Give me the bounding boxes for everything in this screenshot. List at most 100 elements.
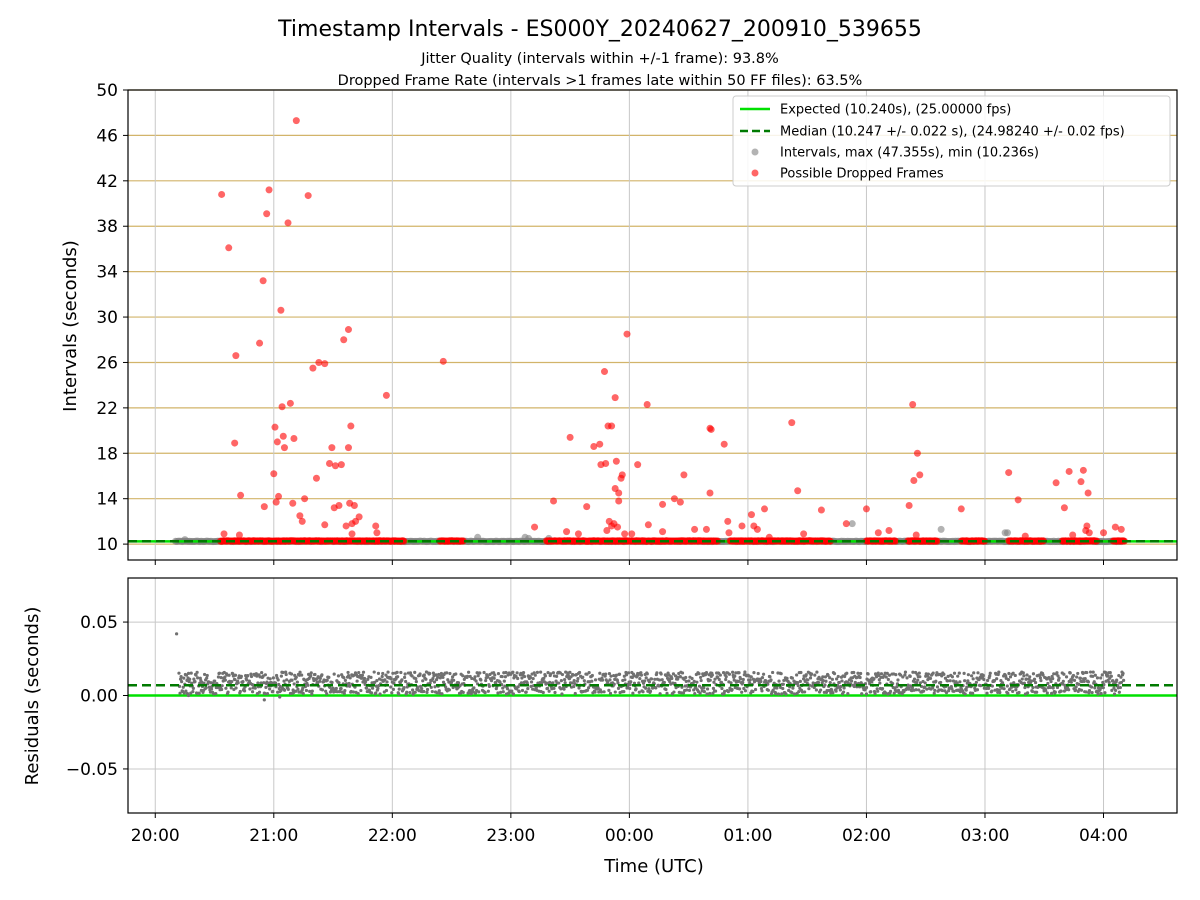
- dropped-frame-point: [459, 537, 467, 545]
- residual-point: [1051, 686, 1055, 690]
- dropped-frame-point: [321, 521, 329, 529]
- residual-point: [990, 684, 994, 688]
- residual-point: [533, 673, 537, 677]
- residual-point: [903, 673, 907, 677]
- residual-point: [910, 686, 914, 690]
- residual-point: [413, 690, 417, 694]
- residual-point: [313, 672, 317, 677]
- residual-point: [551, 671, 556, 675]
- residual-point: [1091, 674, 1095, 678]
- residual-point: [546, 671, 550, 675]
- residual-point: [363, 682, 367, 686]
- residual-point: [658, 692, 662, 696]
- residual-point: [535, 670, 540, 674]
- residual-point: [348, 684, 352, 688]
- residual-point: [1044, 688, 1048, 692]
- dropped-frame-point: [347, 422, 355, 430]
- residual-point: [631, 691, 635, 695]
- residual-point: [380, 674, 384, 679]
- residual-point: [952, 689, 956, 693]
- residual-point: [933, 688, 937, 692]
- residual-point: [177, 671, 181, 675]
- residual-point: [249, 674, 254, 679]
- residual-point: [814, 688, 818, 692]
- residual-point: [320, 688, 325, 692]
- residual-point: [273, 681, 278, 685]
- residual-point: [748, 681, 752, 685]
- residual-point: [766, 682, 770, 686]
- dropped-frame-point: [256, 339, 264, 347]
- residual-point: [369, 691, 374, 695]
- residual-point: [813, 673, 817, 677]
- residual-point: [981, 673, 985, 678]
- residual-point: [628, 686, 632, 691]
- residual-point: [432, 680, 437, 684]
- residual-point: [339, 686, 343, 691]
- residual-point: [219, 676, 223, 680]
- residual-point: [860, 692, 864, 696]
- dropped-frame-point: [747, 511, 755, 519]
- residual-point: [1090, 690, 1094, 695]
- dropped-frame-point: [439, 357, 447, 365]
- residual-point: [726, 690, 730, 694]
- residual-point: [739, 677, 743, 681]
- residual-point: [257, 690, 262, 694]
- residual-point: [901, 675, 905, 679]
- residual-point: [834, 689, 838, 693]
- residual-point: [837, 680, 841, 685]
- residual-point: [511, 670, 515, 674]
- residual-point: [249, 672, 253, 676]
- residual-point: [1073, 688, 1078, 692]
- residual-point: [842, 686, 846, 690]
- residual-point: [346, 674, 351, 678]
- dropped-frame-point: [590, 442, 598, 450]
- residual-point: [769, 678, 773, 682]
- residual-point: [873, 691, 877, 696]
- residual-point: [301, 686, 305, 690]
- residual-point: [435, 691, 439, 695]
- residual-point: [256, 681, 260, 685]
- dropped-frame-point: [231, 439, 239, 447]
- residual-point: [672, 690, 676, 694]
- residual-point: [563, 678, 567, 682]
- dropped-frame-point: [621, 530, 629, 538]
- residual-point: [963, 692, 967, 696]
- residual-point: [473, 691, 478, 695]
- residual-point: [241, 680, 245, 684]
- residual-point: [422, 689, 426, 694]
- dropped-frame-point: [270, 470, 278, 478]
- residual-point: [465, 674, 470, 678]
- residual-point: [582, 679, 586, 683]
- residual-point: [721, 670, 726, 675]
- chart-subtitle-jitter: Jitter Quality (intervals within +/-1 fr…: [420, 51, 779, 67]
- bottom-y-axis-label: Residuals (seconds): [22, 607, 43, 786]
- residual-point: [795, 673, 799, 677]
- residual-point: [431, 676, 435, 681]
- residual-point: [581, 675, 585, 679]
- residual-point: [325, 692, 329, 696]
- residual-point: [271, 676, 275, 680]
- residual-point: [242, 689, 247, 693]
- residual-point: [990, 689, 994, 693]
- residual-point: [528, 675, 533, 680]
- dropped-frame-point: [788, 419, 796, 427]
- residual-point: [616, 686, 621, 690]
- residual-point: [911, 670, 915, 674]
- residual-point: [296, 687, 300, 691]
- dropped-frame-point: [350, 502, 358, 510]
- residual-point: [975, 688, 980, 692]
- residual-point: [285, 678, 289, 682]
- legend-expected-label: Expected (10.240s), (25.00000 fps): [780, 103, 1011, 118]
- dropped-frame-point: [720, 440, 728, 448]
- residual-point: [575, 679, 580, 683]
- residual-point: [1112, 692, 1117, 696]
- residual-point: [502, 679, 506, 683]
- residual-point: [597, 690, 601, 694]
- residual-point: [357, 670, 361, 675]
- residual-point: [429, 685, 433, 689]
- residual-point: [576, 677, 580, 681]
- residual-point: [1081, 671, 1085, 676]
- residual-point: [729, 681, 733, 685]
- residual-point: [634, 687, 638, 691]
- residual-point: [657, 684, 661, 688]
